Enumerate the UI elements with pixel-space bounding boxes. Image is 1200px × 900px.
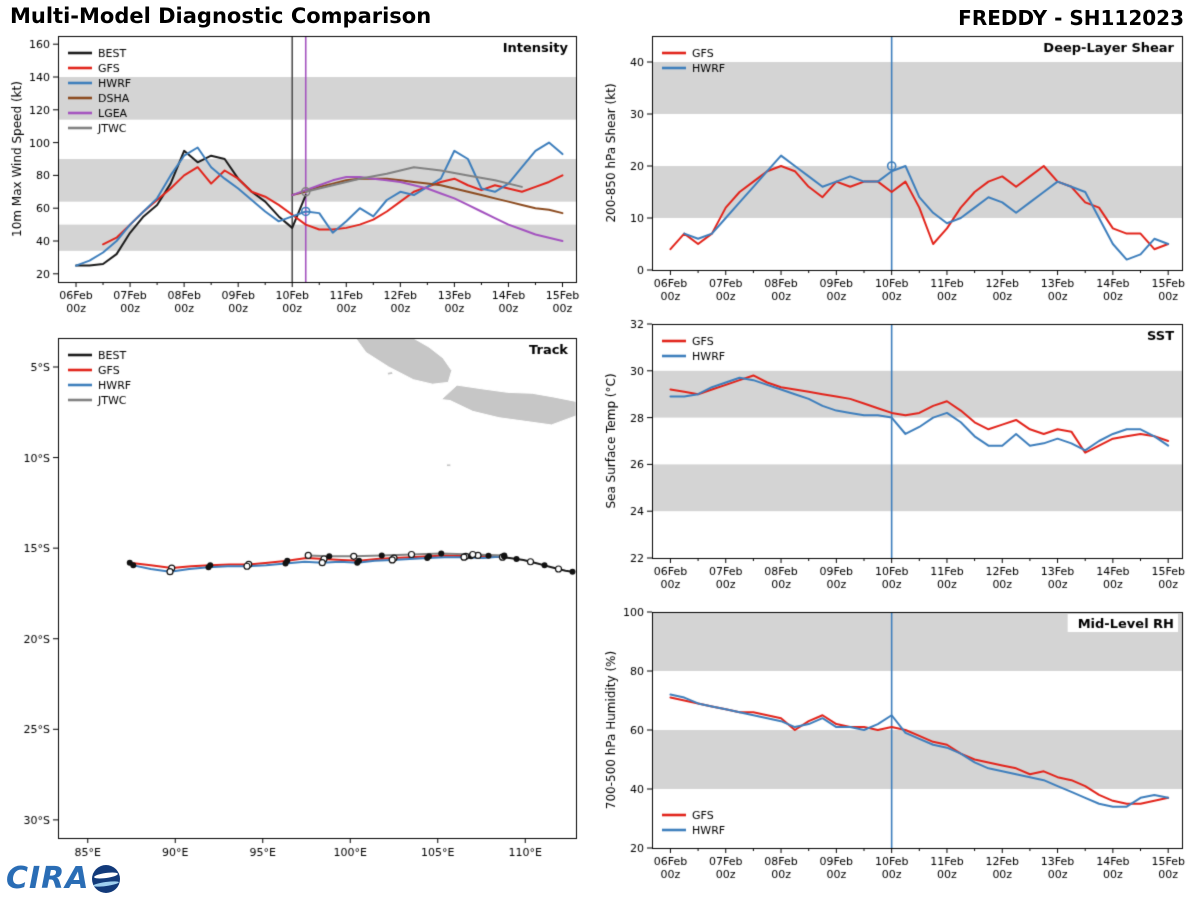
globe-icon xyxy=(91,865,120,893)
intensity-chart xyxy=(8,30,586,322)
track-map-chart xyxy=(8,332,586,868)
cira-logo: CIRA xyxy=(6,864,120,894)
cira-logo-text: CIRA xyxy=(6,861,90,896)
sst-chart xyxy=(602,318,1192,598)
deep-layer-shear-chart xyxy=(602,30,1192,310)
page-title: Multi-Model Diagnostic Comparison xyxy=(10,4,432,28)
storm-id-title: FREDDY - SH112023 xyxy=(958,6,1184,30)
mid-level-rh-chart xyxy=(602,606,1192,888)
